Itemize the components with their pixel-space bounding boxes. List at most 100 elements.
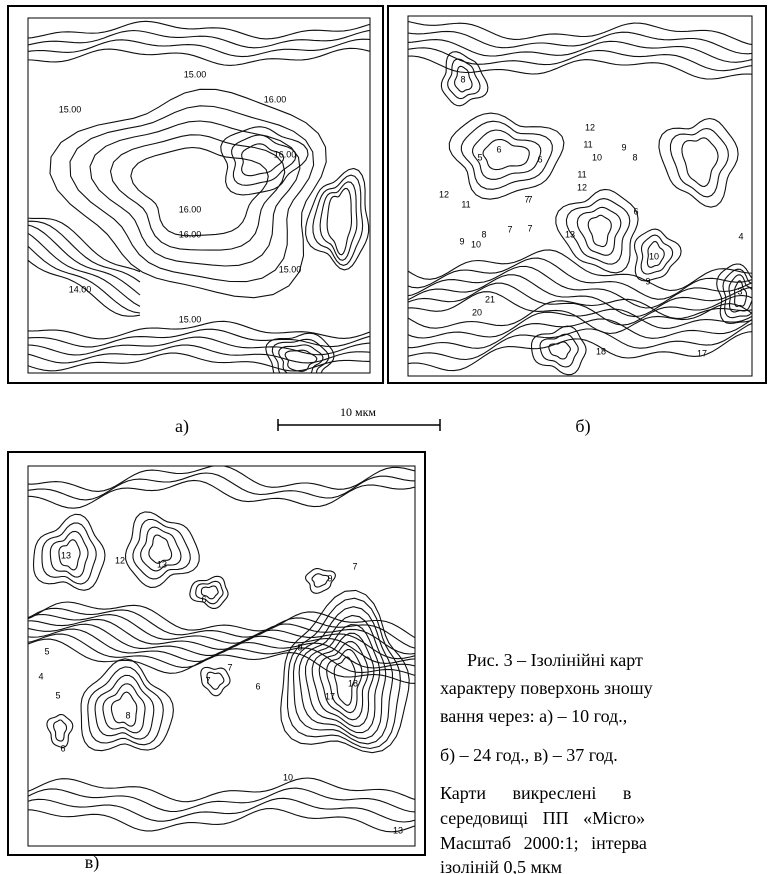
caption-line: б) – 24 год., в) – 37 год. (440, 745, 618, 766)
contour-line (28, 807, 415, 833)
contour-line (669, 127, 729, 198)
contour-line (408, 20, 752, 46)
contour-label: 7 (507, 224, 512, 234)
caption-line: Рис. 3 – Ізолінійні карт (467, 650, 643, 670)
contour-line (28, 38, 370, 58)
contour-line (280, 589, 410, 754)
contour-line (130, 146, 269, 237)
contour-line (447, 58, 481, 100)
contour-line (565, 198, 631, 265)
contour-line (716, 263, 752, 325)
contour-label: 7 (205, 675, 210, 685)
contour-line (408, 55, 752, 80)
contour-label: 11 (577, 169, 586, 179)
contour-line (28, 613, 415, 655)
contour-line (32, 513, 106, 591)
contour-line (646, 240, 665, 268)
contour-label: 5 (55, 690, 60, 700)
contour-label: 7 (527, 223, 532, 233)
contour-line (454, 65, 473, 93)
contour-label: 16.00 (179, 229, 202, 239)
contour-line (460, 120, 553, 190)
contour-line (28, 797, 415, 823)
panel-label: а) (175, 416, 189, 437)
contour-line (734, 280, 748, 307)
contour-line (28, 47, 370, 66)
contour-line (448, 112, 565, 200)
contour-line (271, 338, 330, 373)
note-line: Карти викреслені в (440, 783, 631, 803)
contour-label: 9 (297, 642, 302, 652)
contour-line (482, 138, 530, 171)
contour-line (408, 39, 752, 63)
contour-label: 21 (485, 294, 495, 304)
contour-line (681, 137, 719, 187)
contour-line (189, 575, 229, 609)
contour-label: 4 (738, 231, 743, 241)
panel-label: в) (85, 852, 100, 873)
contour-line (304, 623, 381, 734)
contour-line (124, 511, 200, 588)
contour-label: 8 (481, 229, 486, 239)
contour-label: 5 (477, 152, 482, 162)
contour-line (265, 332, 335, 373)
contour-line (28, 29, 370, 49)
contour-line (286, 597, 401, 750)
contour-label: 12 (115, 555, 125, 565)
contour-label: 16.00 (264, 94, 287, 104)
contour-line (633, 228, 682, 282)
contour-line (195, 580, 224, 605)
panel-frame (7, 451, 426, 856)
contour-label: 8 (632, 152, 637, 162)
contour-line (241, 143, 285, 177)
contour-label: 9 (645, 276, 650, 286)
contour-line (408, 282, 752, 326)
contour-line (305, 167, 370, 271)
contour-label: 18 (348, 678, 358, 688)
contour-line (408, 47, 752, 72)
contour-line (87, 666, 164, 746)
contour-line (49, 88, 327, 299)
contour-label: 6 (201, 594, 206, 604)
contour-label: 10 (283, 772, 293, 782)
map-border (407, 15, 753, 377)
contour-label: 3 (737, 286, 742, 296)
contour-line (539, 333, 579, 368)
contour-map (28, 20, 370, 373)
contour-line (284, 349, 318, 372)
contour-label: 6 (255, 681, 260, 691)
contour-line (587, 214, 612, 248)
contour-line (305, 568, 336, 594)
contour-line (28, 787, 415, 813)
contour-line (408, 331, 752, 372)
note-line: ізоліній 0,5 мкм (440, 857, 562, 874)
contour-label: 5 (44, 646, 49, 656)
contour-label: 7 (227, 662, 232, 672)
contour-label: 8 (125, 710, 130, 720)
contour-line (28, 466, 415, 492)
contour-label: 12 (577, 182, 587, 192)
contour-line (278, 344, 324, 373)
contour-map (408, 20, 752, 376)
note-line: Масштаб 2000:1; інтерва (440, 833, 647, 853)
contour-line (132, 518, 191, 580)
contour-line (28, 777, 415, 803)
contour-line (28, 320, 370, 340)
panel-label: б) (575, 416, 590, 437)
contour-label: 20 (472, 307, 482, 317)
contour-label: 12 (439, 189, 449, 199)
contour-line (69, 105, 315, 283)
contour-line (292, 606, 394, 745)
contour-label: 15.00 (279, 264, 302, 274)
contour-line (408, 308, 752, 339)
contour-line (555, 188, 639, 274)
contour-line (28, 20, 370, 40)
contour-label: 15.00 (179, 314, 202, 324)
contour-line (326, 649, 363, 714)
contour-label: 13 (565, 229, 575, 239)
contour-label: 7 (524, 194, 529, 204)
contour-line (326, 187, 353, 256)
scale-bar-label: 10 мкм (340, 405, 376, 419)
contour-line (408, 322, 752, 361)
contour-line (28, 220, 141, 283)
